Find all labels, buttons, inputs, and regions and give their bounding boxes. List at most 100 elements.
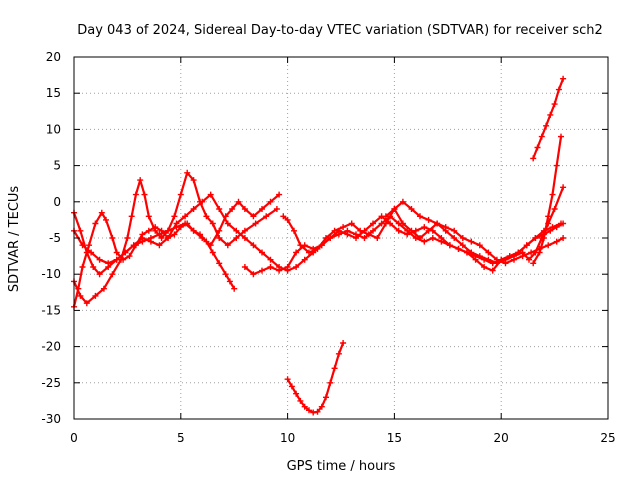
data-point-marker (79, 264, 86, 270)
data-point-marker (235, 198, 242, 205)
data-point-marker (530, 260, 537, 267)
data-point-marker (540, 235, 547, 241)
data-point-marker (331, 365, 338, 372)
data-point-marker (199, 198, 206, 205)
data-point-marker (553, 162, 560, 169)
data-point-marker (145, 213, 152, 220)
data-point-marker (451, 227, 458, 234)
data-point-marker (547, 111, 554, 118)
data-point-marker (130, 242, 137, 249)
y-tick-label: 20 (46, 50, 61, 64)
data-point-marker (446, 242, 453, 249)
data-point-marker (259, 267, 265, 274)
data-point-marker (273, 206, 280, 212)
data-point-marker (250, 242, 257, 249)
y-tick-label: 15 (46, 86, 61, 100)
data-point-marker (306, 249, 312, 256)
data-point-marker (382, 220, 389, 227)
data-point-marker (158, 227, 165, 234)
data-point-marker (147, 238, 154, 245)
y-tick-label: -5 (49, 231, 61, 245)
data-point-marker (395, 227, 402, 234)
series-trace-f (280, 198, 567, 267)
data-point-marker (549, 191, 556, 198)
series-layer (71, 75, 567, 416)
data-point-marker (284, 376, 291, 383)
data-point-marker (545, 242, 552, 249)
data-point-marker (323, 235, 329, 241)
data-point-marker (297, 397, 304, 404)
data-point-marker (476, 242, 483, 249)
data-point-marker (156, 242, 163, 249)
data-point-marker (551, 101, 558, 108)
data-point-marker (425, 216, 432, 223)
data-point-marker (276, 267, 283, 274)
data-point-marker (340, 224, 347, 231)
data-point-marker (250, 271, 257, 278)
data-point-marker (226, 278, 233, 285)
y-tick-label: 5 (53, 159, 61, 173)
data-point-marker (184, 220, 191, 227)
data-point-marker (560, 235, 567, 241)
data-point-marker (105, 260, 112, 267)
data-point-marker (171, 213, 178, 220)
data-point-marker (92, 292, 99, 299)
data-point-marker (293, 249, 300, 256)
data-point-marker (425, 227, 432, 234)
data-point-marker (417, 235, 423, 241)
data-point-marker (190, 206, 197, 212)
data-point-marker (297, 242, 304, 249)
data-point-marker (468, 238, 475, 245)
y-tick-label: -20 (41, 340, 61, 354)
chart-title: Day 043 of 2024, Sidereal Day-to-day VTE… (77, 23, 603, 38)
data-point-marker (216, 260, 223, 267)
data-point-marker (231, 285, 238, 292)
x-tick-label: 5 (177, 431, 185, 445)
series-trace-g (382, 184, 567, 267)
data-point-marker (83, 300, 90, 307)
data-point-marker (79, 242, 86, 249)
data-point-marker (190, 227, 197, 234)
data-point-marker (267, 264, 274, 270)
gridlines (74, 57, 608, 419)
data-point-marker (293, 390, 300, 397)
series-line (72, 211, 236, 308)
x-tick-label: 20 (494, 431, 509, 445)
data-point-marker (173, 220, 180, 227)
data-point-marker (190, 177, 197, 184)
data-point-marker (165, 235, 171, 241)
data-point-marker (252, 220, 259, 227)
data-point-marker (293, 264, 300, 270)
data-point-marker (399, 198, 406, 205)
y-tick-label: -30 (41, 412, 61, 426)
data-point-marker (538, 133, 545, 140)
data-point-marker (314, 408, 321, 415)
data-point-marker (182, 213, 189, 220)
data-point-marker (417, 213, 423, 220)
series-trace-b (71, 209, 238, 310)
data-point-marker (276, 191, 283, 198)
data-point-marker (370, 227, 376, 234)
x-axis-label: GPS time / hours (287, 459, 396, 474)
data-point-marker (280, 213, 287, 220)
data-point-marker (421, 224, 428, 231)
data-point-marker (137, 177, 144, 184)
data-point-marker (545, 213, 552, 220)
data-point-marker (209, 220, 216, 227)
data-point-marker (408, 227, 415, 234)
data-point-marker (141, 191, 148, 198)
data-point-marker (203, 238, 210, 245)
series-line (286, 341, 345, 414)
data-point-marker (323, 394, 329, 401)
data-point-marker (241, 235, 248, 241)
data-point-marker (365, 231, 372, 238)
data-point-marker (209, 249, 216, 256)
data-point-marker (259, 249, 265, 256)
data-point-marker (468, 249, 475, 256)
data-point-marker (229, 206, 236, 212)
data-point-marker (98, 209, 105, 216)
data-point-marker (543, 122, 550, 129)
data-point-marker (485, 249, 492, 256)
data-point-marker (96, 271, 103, 278)
